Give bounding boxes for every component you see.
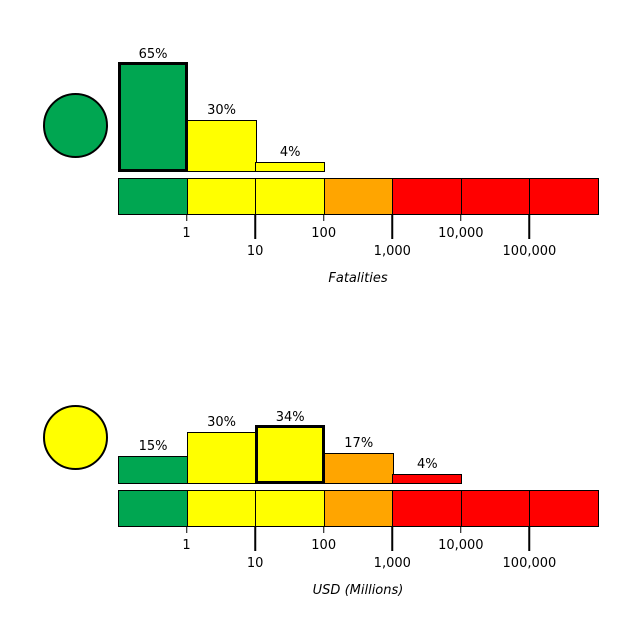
probability-bar: 30% [186,103,257,172]
bar-value-label: 4% [279,145,301,161]
tick-mark [528,527,531,551]
tick-label: 10 [246,556,264,571]
tick-label: 10,000 [438,538,484,553]
scale-segment-red [529,490,600,527]
tick-mark [185,527,188,533]
tick-label: 1,000 [373,244,411,259]
tick-label: 100 [311,538,337,553]
probability-bar: 17% [323,436,394,484]
scale-segment-yellow [186,490,257,527]
chart-panel-usd-millions: 15% 30% 34% 17% 4% 1 10 100 1,000 10,000 100,000 … [0,312,640,627]
tick-label: 100,000 [502,556,557,571]
bar-value-label: 15% [138,439,168,455]
probability-bar: 30% [186,415,257,484]
tick-mark [391,215,394,239]
probability-bar: 4% [392,457,463,484]
scale-segment-red [392,490,463,527]
tick-label: 10,000 [438,226,484,241]
bar-value-label: 4% [417,457,438,473]
x-axis-label: USD (Millions) [312,583,404,598]
x-axis-ticks: 1 10 100 1,000 10,000 100,000 [118,527,598,587]
tick-label: 1 [182,226,191,241]
risk-color-scale [118,178,600,215]
tick-label: 100 [311,226,337,241]
risk-color-scale [118,490,600,527]
tick-mark [322,527,325,533]
probability-bars: 65% 30% 4% [118,0,598,172]
scale-segment-red [529,178,600,215]
tick-mark [254,527,256,551]
tick-mark [185,215,188,221]
bar-value-label: 65% [138,46,168,62]
tick-label: 1,000 [373,556,411,571]
scale-segment-yellow [255,490,326,527]
tick-mark [528,215,531,239]
scale-segment-green [118,178,189,215]
tick-mark [460,527,462,533]
bar-value-label: 30% [207,102,237,118]
scale-segment-orange [323,490,394,527]
scale-segment-red [460,490,531,527]
tick-mark [322,215,325,221]
scale-segment-yellow [186,178,257,215]
probability-bar: 15% [118,439,189,484]
probability-bar: 4% [255,145,326,172]
scale-segment-yellow [255,178,326,215]
chart-panel-fatalities: 65% 30% 4% 1 10 100 1,000 10,000 100,000 Fatali… [43,0,600,286]
probability-bar-selected: 65% [118,47,189,172]
bar-value-label: 17% [344,435,374,451]
scale-segment-red [460,178,531,215]
tick-mark [391,527,394,551]
bar-value-label: 34% [275,409,305,425]
probability-bar-selected: 34% [255,410,326,484]
tick-mark [460,215,462,221]
x-axis-label: Fatalities [328,271,388,286]
bar-value-label: 30% [207,414,237,430]
x-axis-ticks: 1 10 100 1,000 10,000 100,000 [118,215,598,275]
tick-mark [254,215,256,239]
scale-segment-red [392,178,463,215]
tick-label: 10 [246,244,264,259]
scale-segment-green [118,490,189,527]
tick-label: 100,000 [502,244,557,259]
scale-segment-orange [323,178,394,215]
tick-label: 1 [182,538,191,553]
probability-bars: 15% 30% 34% 17% 4% [118,312,598,484]
risk-indicator-circle [43,405,108,470]
risk-indicator-circle [43,93,108,158]
